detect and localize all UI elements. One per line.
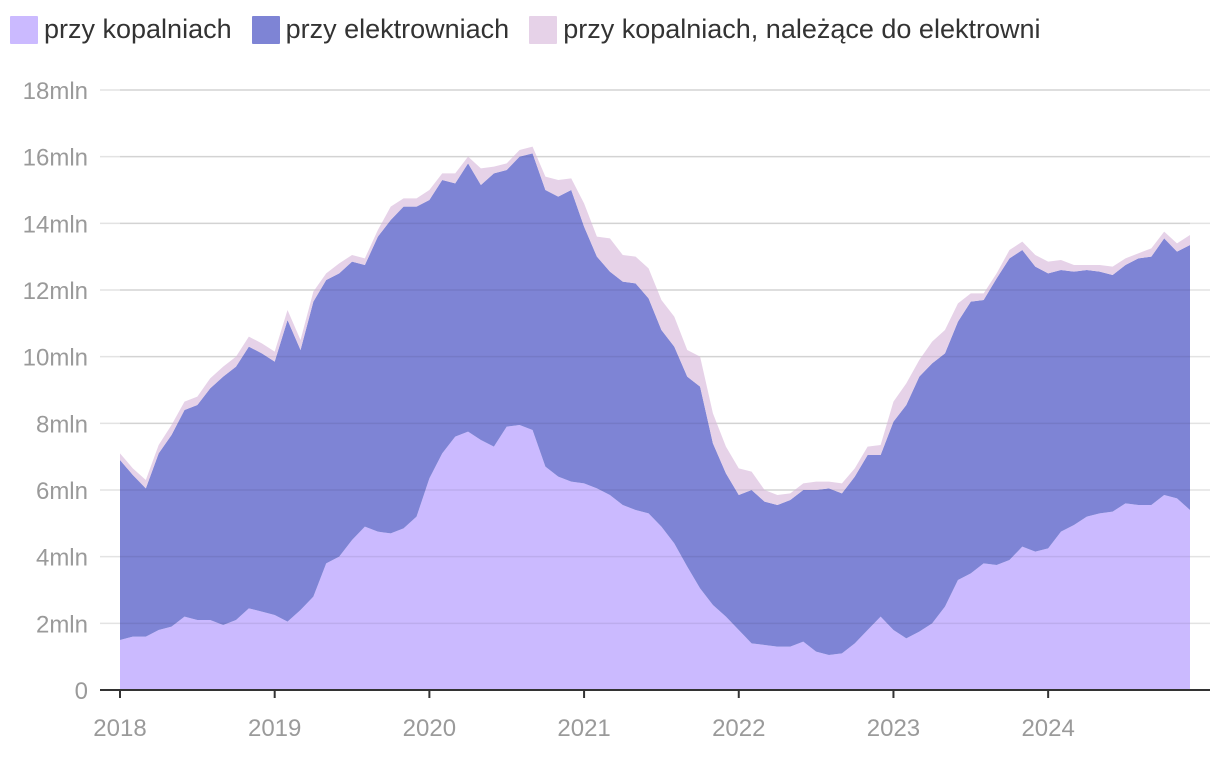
- x-tick-label: 2018: [93, 715, 146, 742]
- area-series: [120, 89, 1190, 690]
- y-tick-label: 18mln: [23, 78, 88, 105]
- x-tick-label: 2024: [1021, 715, 1074, 742]
- y-tick-label: 10mln: [23, 345, 88, 372]
- axes: 0 2mln 4mln 6mln 8mln 10mln 12mln 14mln 16mln 18m…: [23, 78, 1210, 742]
- x-tick-label: 2021: [557, 715, 610, 742]
- legend-label-kopalnie: przy kopalniach: [44, 14, 232, 44]
- legend-item-kopalnie[interactable]: przy kopalniach: [10, 14, 232, 45]
- x-tick-label: 2022: [712, 715, 765, 742]
- y-tick-label: 4mln: [36, 545, 88, 572]
- legend-swatch-kopalnie-elektrowni: [529, 15, 558, 44]
- y-tick-label: 6mln: [36, 478, 88, 505]
- y-tick-label: 2mln: [36, 611, 88, 638]
- legend-item-kopalnie-elektrowni[interactable]: przy kopalniach, należące do elektrowni: [529, 14, 1040, 45]
- x-tick-label: 2023: [867, 715, 920, 742]
- legend-swatch-kopalnie: [10, 15, 38, 44]
- legend-swatch-elektrownie: [251, 15, 280, 44]
- legend-item-elektrownie[interactable]: przy elektrowniach: [251, 14, 510, 45]
- legend-label-elektrownie: przy elektrowniach: [285, 14, 510, 44]
- area-series-1[interactable]: [120, 425, 1190, 690]
- x-tick-label: 2020: [403, 715, 456, 742]
- y-tick-label: 8mln: [36, 411, 88, 438]
- area-series-2[interactable]: [120, 153, 1190, 655]
- chart-legend: przy kopalniach przy elektrowniach przy …: [10, 14, 1060, 45]
- y-tick-label: 0: [75, 678, 88, 705]
- y-tick-label: 14mln: [23, 211, 88, 238]
- y-tick-label: 16mln: [23, 145, 88, 172]
- y-tick-label: 12mln: [23, 278, 88, 305]
- x-tick-label: 2019: [248, 715, 301, 742]
- legend-label-kopalnie-elektrowni: przy kopalniach, należące do elektrowni: [563, 14, 1041, 44]
